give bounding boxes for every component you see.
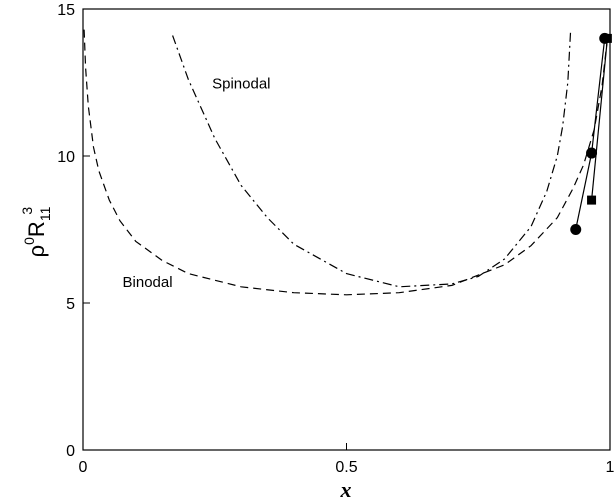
y-axis-label: ρ0R113	[19, 206, 53, 257]
plot-frame	[82, 8, 611, 451]
square-marker	[587, 195, 597, 205]
x-tick-label: 1	[606, 459, 614, 476]
annotation-spinodal: Spinodal	[212, 75, 270, 92]
x-axis-label: x	[340, 477, 352, 502]
y-label-sup0: 0	[21, 237, 37, 245]
x-tick-label: 0	[79, 459, 88, 476]
series-line-1	[172, 32, 572, 288]
square-marker	[602, 33, 612, 43]
x-tick-label: 0.5	[335, 459, 357, 476]
y-tick-label: 15	[57, 2, 75, 19]
annotation-layer: Spinodal Binodal	[123, 75, 271, 290]
annotation-binodal: Binodal	[123, 274, 173, 291]
y-tick-label: 5	[66, 296, 75, 313]
y-label-R: R	[24, 221, 49, 237]
y-tick-label: 0	[66, 443, 75, 460]
y-label-sup3: 3	[19, 207, 35, 215]
y-tick-label: 10	[57, 149, 75, 166]
y-label-rho: ρ	[24, 245, 49, 258]
circle-marker	[570, 224, 582, 235]
svg-text:ρ0R113: ρ0R113	[19, 206, 53, 257]
circle-marker	[586, 147, 598, 159]
y-label-sub11: 11	[37, 206, 53, 221]
series-line-0	[83, 29, 608, 296]
series-line-3	[591, 38, 608, 201]
series-layer	[83, 29, 612, 296]
